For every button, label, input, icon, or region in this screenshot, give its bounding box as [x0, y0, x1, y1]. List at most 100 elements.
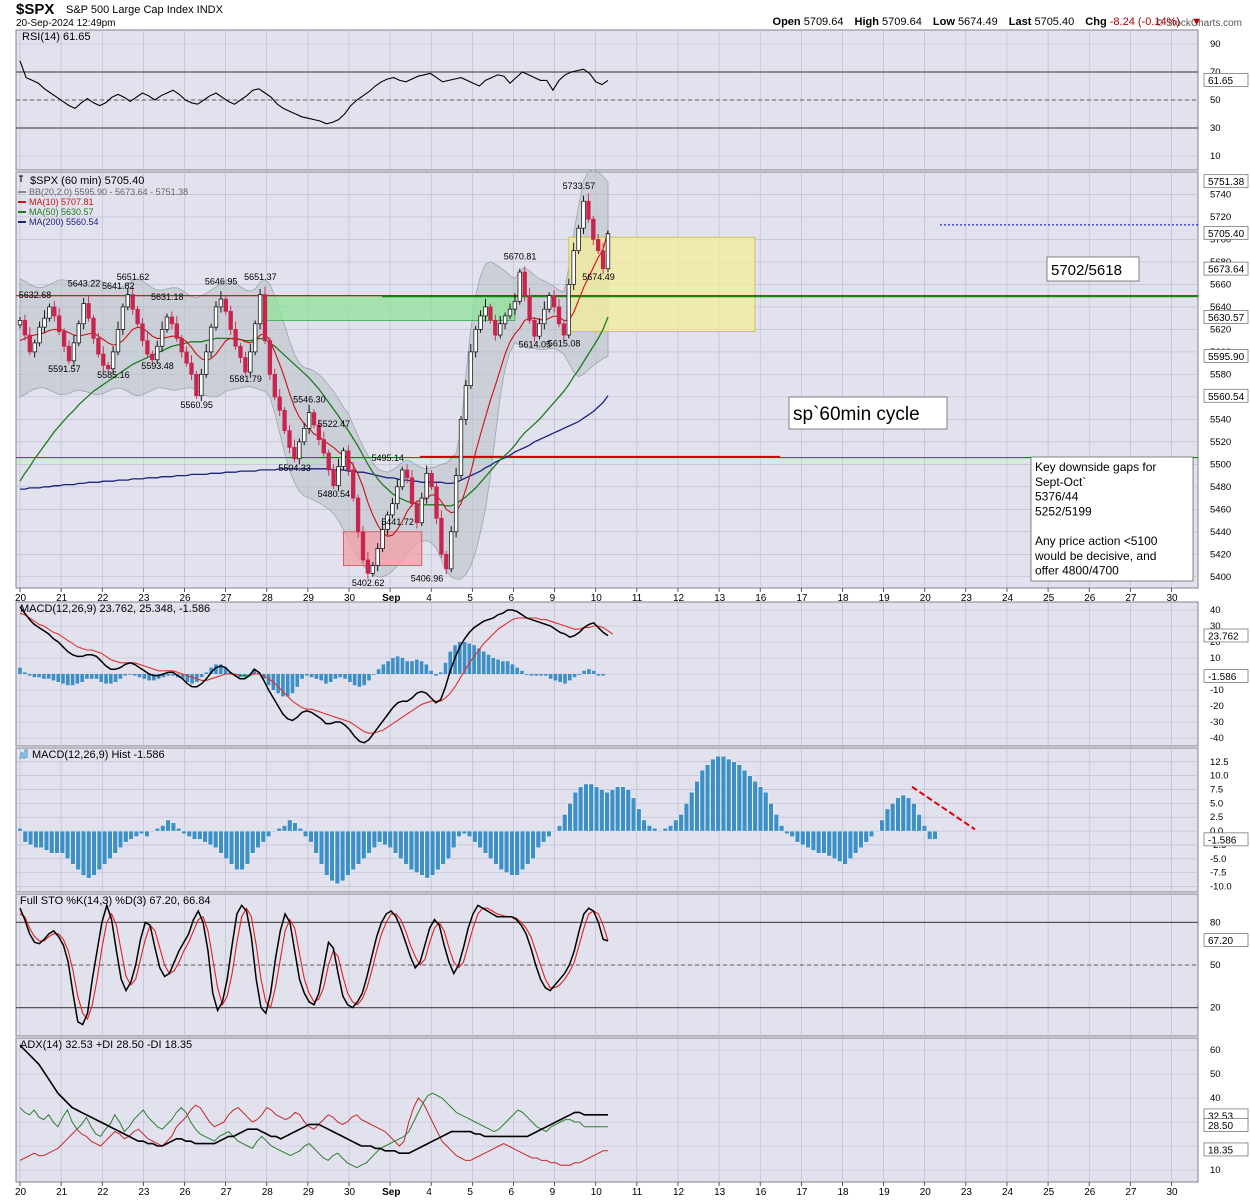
x-axis-label: 6 [508, 1187, 514, 1198]
macd-hist-bar [185, 674, 190, 682]
macd-hist-bar [362, 674, 366, 686]
hist-bar [234, 830, 240, 871]
x-axis-label: 9 [550, 593, 556, 604]
candle-body [76, 323, 81, 344]
candle-body [233, 329, 238, 347]
hist-bar [906, 797, 912, 832]
hist-bar [646, 825, 652, 832]
hist-bar [493, 830, 499, 865]
candle-body [400, 469, 405, 488]
macd-hist-bar [405, 661, 410, 674]
hist-bar [757, 786, 763, 832]
hist-bar [17, 828, 23, 832]
candle-body [272, 374, 277, 398]
hist-bar [435, 830, 441, 871]
x-axis-label: 17 [796, 1187, 808, 1198]
macd-hist-bar [343, 674, 347, 679]
candle-body [150, 353, 155, 361]
price-point-label: 5670.81 [504, 252, 537, 262]
hist-bar [705, 764, 711, 832]
candle-body [409, 477, 415, 505]
hist-bar [371, 830, 377, 848]
hist-bar [726, 758, 732, 832]
chg-label: Chg [1085, 16, 1107, 28]
x-axis-label: 24 [1002, 1187, 1014, 1198]
candle-body [498, 323, 503, 336]
plus-di-last-tag: 28.50 [1208, 1121, 1233, 1132]
high-value: 5709.64 [882, 16, 922, 28]
candle-body [208, 326, 214, 353]
candle-body [27, 334, 32, 353]
hist-bar [239, 830, 245, 871]
legend-entry: BB(20,2.0) 5595.90 - 5673.64 - 5751.38 [29, 187, 188, 197]
macd-hist-bar [558, 674, 562, 682]
price-ytick-label: 5400 [1210, 572, 1231, 583]
hist-bar [625, 789, 631, 832]
candle-body [140, 323, 145, 341]
candle-body [321, 439, 326, 454]
macd-hist-bar [601, 674, 606, 676]
macd-hist-bar [458, 642, 462, 674]
candle-body [380, 529, 385, 549]
sto-k-line [19, 902, 609, 1026]
price-point-label: 5631.18 [151, 292, 184, 302]
macd-hist-bar [285, 674, 290, 697]
macd-hist-bar [214, 664, 218, 674]
zone-label: 5702/5618 [1051, 262, 1122, 279]
candle-body [120, 306, 126, 330]
candle-body [483, 306, 488, 317]
hist-bar [879, 819, 885, 832]
price-point-label: 5591.57 [48, 364, 81, 374]
x-axis-label: 25 [1043, 593, 1055, 604]
macd-hist-bar [400, 658, 405, 674]
candle-body [287, 430, 292, 448]
candle-body [370, 565, 375, 574]
macd-last-tag: 23.762 [1208, 631, 1239, 642]
macd-hist-bar [66, 674, 70, 686]
price-ytick-label: 5440 [1210, 527, 1231, 538]
candle-body [385, 514, 390, 530]
hist-bar [683, 803, 689, 832]
hist-bar [895, 797, 901, 832]
gap-note-line: 5252/5199 [1035, 504, 1092, 518]
candle-body [101, 353, 106, 366]
minus-di-last-tag-box [1203, 1142, 1249, 1157]
candle-body [228, 311, 233, 330]
price-ytick-label: 5620 [1210, 324, 1231, 335]
cycle-label-box [788, 396, 948, 430]
hist-bar [223, 830, 229, 859]
hist-bar [641, 819, 647, 832]
price-ytick-label: 5480 [1210, 482, 1231, 493]
macd-hist-bar [199, 674, 204, 678]
hist-bar [186, 830, 192, 837]
hist-bar [128, 830, 134, 840]
macd-hist-bar [142, 674, 147, 679]
hist-bar [382, 830, 388, 846]
macd-hist-bar [529, 674, 534, 676]
macd-hist-bar [539, 674, 543, 676]
price-point-label: 5522.47 [318, 419, 351, 429]
hist-bar [916, 814, 922, 832]
candle-body [414, 503, 420, 524]
candle-body [331, 469, 336, 487]
x-axis-label: 10 [591, 593, 603, 604]
hist-bar [149, 830, 155, 833]
x-axis-label: 16 [755, 593, 767, 604]
x-axis-label: 18 [837, 1187, 849, 1198]
candle-body [596, 239, 601, 252]
hist-bar [620, 786, 626, 832]
x-axis-label: 20 [15, 1187, 27, 1198]
hist-bar [514, 830, 520, 876]
x-axis-label: 20 [920, 1187, 932, 1198]
candle-body [351, 469, 356, 499]
hist-bar [747, 775, 753, 832]
price-ytick-label: 5540 [1210, 414, 1231, 425]
gap-note-line: offer 4800/4700 [1035, 564, 1119, 578]
price-title: $SPX (60 min) 5705.40 [30, 175, 144, 187]
cycle-label: sp`60min cycle [793, 404, 920, 425]
hist-bar [144, 830, 150, 837]
macd-hist-bar [414, 659, 419, 674]
macd-hist-bar [505, 661, 510, 674]
gap-note-line: Sept-Oct` [1035, 475, 1086, 489]
hist-bar [805, 830, 811, 848]
